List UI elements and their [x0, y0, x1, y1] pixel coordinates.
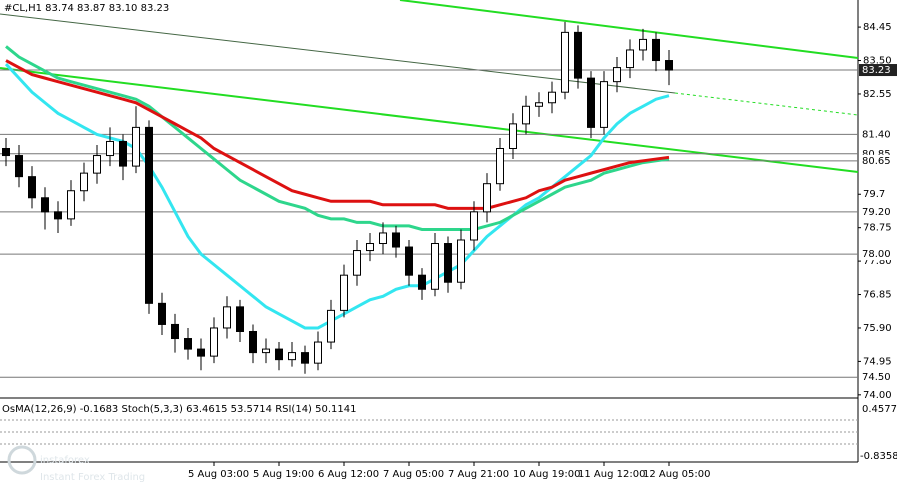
candle-body [639, 38, 647, 51]
x-tick-label: 12 Aug 05:00 [643, 469, 710, 480]
candle-body [353, 250, 361, 276]
y-tick-label: 78.75 [863, 223, 892, 234]
candle-body [262, 348, 270, 354]
candle-body [28, 176, 36, 199]
level-label-box [859, 128, 897, 141]
x-tick-label: 6 Aug 12:00 [318, 469, 379, 480]
x-tick-label: 7 Aug 21:00 [448, 469, 509, 480]
indicator-top-label: 0.4577 [862, 404, 897, 415]
candle-body [93, 155, 101, 174]
x-tick-label: 10 Aug 19:00 [513, 469, 580, 480]
candle-body [132, 126, 140, 167]
logo: instaforex Instant Forex Trading [7, 445, 145, 483]
candle-body [574, 31, 582, 79]
moving-average [5, 59, 670, 210]
level-label: 83.23 [862, 65, 891, 76]
candle-body [197, 348, 205, 357]
candle-body [457, 239, 465, 283]
candle-body [171, 323, 179, 340]
level-label-box [859, 371, 897, 384]
candle-body [106, 140, 114, 157]
candle-body [210, 327, 218, 357]
candle-body [496, 148, 504, 185]
candle-body [444, 243, 452, 283]
indicator-guides [0, 419, 858, 445]
candle-body [600, 81, 608, 128]
candle-body [587, 77, 595, 128]
candle-body [665, 60, 673, 71]
candle-body [418, 274, 426, 290]
level-label-box [859, 248, 897, 261]
y-tick-label: 75.90 [863, 323, 892, 334]
x-tick-label: 11 Aug 12:00 [578, 469, 645, 480]
level-label: 80.65 [862, 156, 891, 167]
chart-title: #CL,H1 83.74 83.87 83.10 83.23 [4, 3, 169, 14]
candle-body [535, 102, 543, 107]
level-label-box [859, 64, 897, 77]
candle-body [483, 183, 491, 213]
candle-body [626, 49, 634, 69]
candle-body [301, 352, 309, 364]
candle-body [67, 190, 75, 220]
logo-name: instaforex [40, 455, 90, 466]
y-tick-label: 74.00 [863, 390, 892, 401]
x-tick-label: 5 Aug 19:00 [253, 469, 314, 480]
candle-body [54, 211, 62, 220]
candle-body [522, 105, 530, 125]
candle-body [340, 274, 348, 311]
level-label: 78.00 [862, 249, 891, 260]
trend-line [674, 92, 859, 116]
moving-average [5, 45, 670, 231]
candle-body [275, 348, 283, 361]
level-label: 79.20 [862, 207, 891, 218]
x-tick-label: 5 Aug 03:00 [188, 469, 249, 480]
candle-body [366, 243, 374, 252]
candle-body [548, 91, 556, 104]
logo-tagline: Instant Forex Trading [40, 472, 145, 483]
candle-body [249, 330, 257, 354]
indicator-title: OsMA(12,26,9) -0.1683 Stoch(5,3,3) 63.46… [2, 404, 357, 415]
candle-body [405, 246, 413, 276]
candle-body [236, 306, 244, 332]
y-tick-label: 79.7 [863, 189, 885, 200]
candle-body [431, 243, 439, 290]
candle-body [561, 31, 569, 93]
indicator-bottom-label: -0.8358 [860, 451, 897, 462]
level-label-box [859, 154, 897, 167]
candle-body [80, 172, 88, 192]
candle-body [15, 155, 23, 178]
logo-icon [7, 445, 37, 475]
y-tick-label: 83.50 [863, 56, 892, 67]
candle-body [41, 197, 49, 213]
y-tick-label: 84.45 [863, 22, 892, 33]
trend-line [399, 0, 859, 59]
level-label-box [859, 205, 897, 218]
candle-body [470, 211, 478, 241]
candle-body [392, 232, 400, 248]
candle-body [652, 38, 660, 62]
candle-body [379, 232, 387, 245]
candle-body [509, 123, 517, 150]
candle-body [288, 352, 296, 361]
level-label: 81.40 [862, 129, 891, 140]
candle-body [613, 67, 621, 83]
candle-body [184, 338, 192, 350]
moving-average [4, 63, 670, 330]
level-label: 80.85 [862, 149, 891, 160]
y-tick-label: 77.80 [863, 256, 892, 267]
y-tick-label: 76.85 [863, 290, 892, 301]
level-label: 74.50 [862, 372, 891, 383]
candle-body [327, 309, 335, 343]
x-tick-label: 7 Aug 05:00 [383, 469, 444, 480]
y-tick-label: 74.95 [863, 356, 892, 367]
candle-body [2, 148, 10, 157]
candle-body [223, 306, 231, 329]
trend-line [0, 67, 859, 173]
y-tick-label: 82.55 [863, 89, 892, 100]
candle-body [314, 341, 322, 364]
candle-body [119, 140, 127, 167]
candle-body [145, 126, 153, 304]
candle-body [158, 302, 166, 325]
